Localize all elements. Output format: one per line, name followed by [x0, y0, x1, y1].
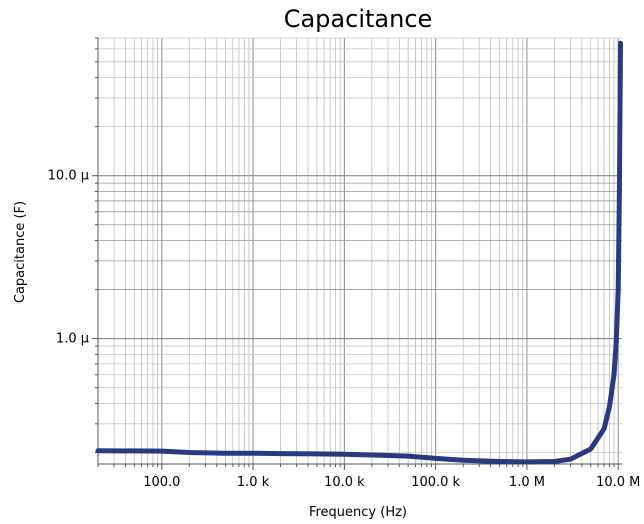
series-layer [95, 40, 623, 465]
x-tick-label: 100.0 [143, 475, 180, 490]
capacitance-data-point [617, 189, 622, 194]
capacitance-data-point [314, 451, 320, 457]
x-axis-label: Frequency (Hz) [309, 505, 407, 520]
capacitance-data-point [159, 448, 165, 454]
capacitance-data-point [613, 340, 619, 345]
capacitance-data-point [601, 426, 607, 431]
x-tick-label: 1.0 M [509, 475, 545, 490]
grid [97, 37, 622, 464]
x-tick-label: 1.0 k [237, 475, 270, 490]
x-tick-label: 100.0 k [411, 475, 460, 490]
capacitance-data-point [552, 459, 557, 464]
capacitance-data-point [611, 372, 617, 377]
capacitance-data-point [369, 452, 375, 458]
capacitance-data-point [405, 453, 411, 459]
capacitance-data-point [342, 452, 347, 457]
capacitance-data-point [497, 459, 502, 464]
y-tick-labels: 1.0 µ 10.0 µ [48, 169, 89, 347]
y-axis-label: Capacitance (F) [13, 201, 28, 303]
chart-title: Capacitance [284, 5, 433, 33]
capacitance-data-point [250, 451, 256, 456]
capacitance-data-point [588, 446, 593, 452]
capacitance-data-point [278, 451, 283, 456]
capacitance-data-point [607, 404, 612, 410]
capacitance-data-point [568, 456, 573, 462]
y-tick-label: 1.0 µ [56, 332, 89, 347]
x-tick-labels: 100.0 1.0 k 10.0 k 100.0 k 1.0 M 10.0 M [143, 475, 640, 490]
capacitance-data-point [524, 459, 530, 465]
capacitance-series-line [95, 40, 623, 465]
x-tick-label: 10.0 k [324, 475, 365, 490]
capacitance-data-point [433, 456, 438, 461]
capacitance-data-point [223, 451, 228, 456]
capacitance-data-point [95, 448, 101, 453]
y-tick-label: 10.0 µ [48, 169, 89, 184]
capacitance-data-point [187, 450, 192, 455]
capacitance-data-point [616, 287, 621, 292]
x-tick-label: 10.0 M [596, 475, 640, 490]
capacitance-data-point [618, 41, 623, 46]
capacitance-data-point [460, 458, 466, 463]
axes [92, 37, 622, 470]
